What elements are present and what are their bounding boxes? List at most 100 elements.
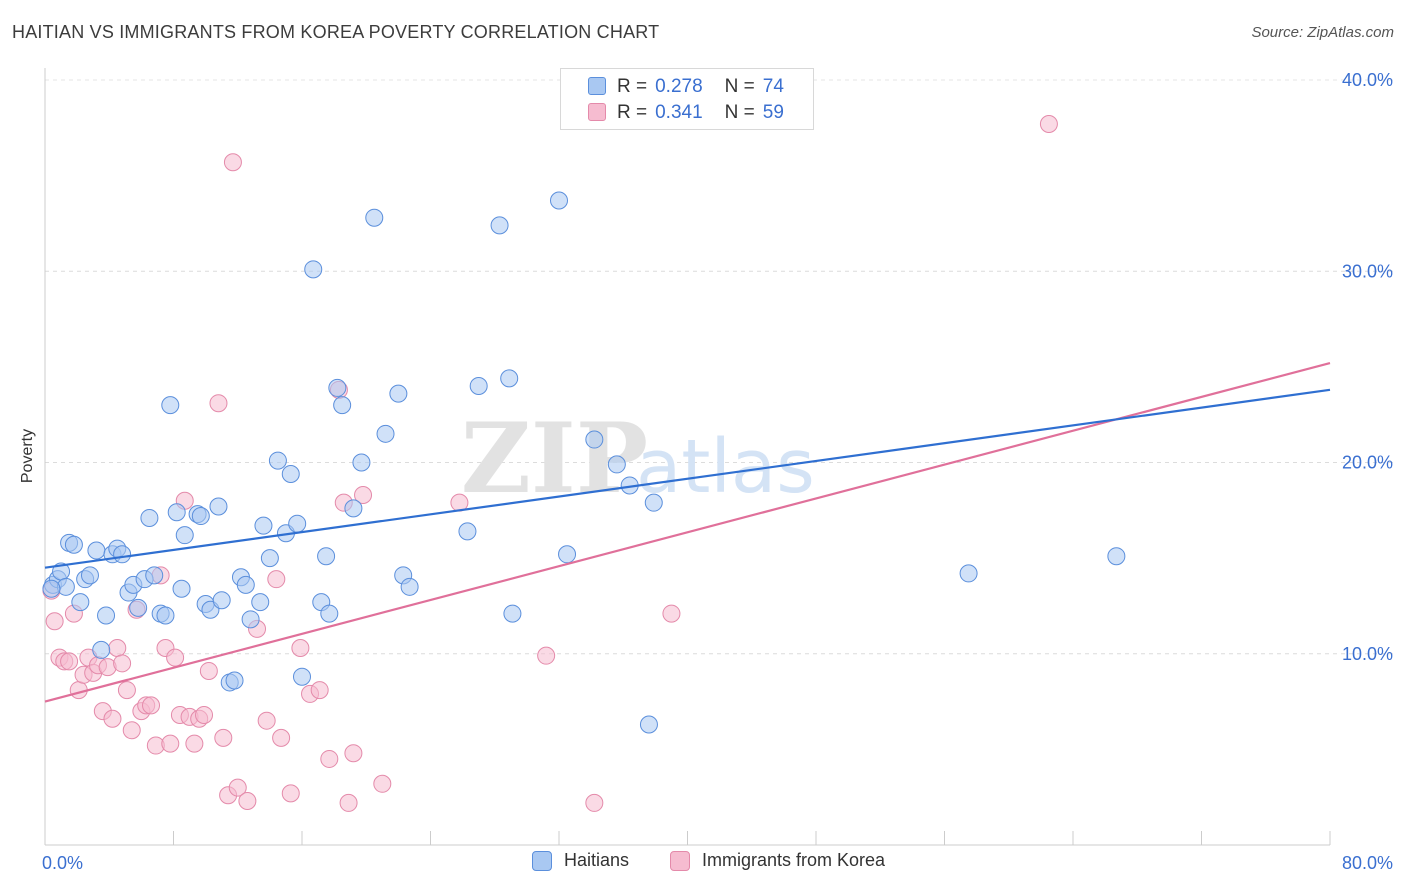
data-point-haitians xyxy=(585,430,604,449)
data-point-haitians xyxy=(500,369,519,388)
legend-n-value: 74 xyxy=(762,76,784,97)
legend-r-value: 0.341 xyxy=(655,102,703,123)
data-point-haitians xyxy=(254,516,273,535)
data-point-haitians xyxy=(129,598,148,617)
legend-item-haitians: Haitians xyxy=(532,850,629,871)
legend-r-value: 0.278 xyxy=(655,76,703,97)
axes xyxy=(44,68,1331,846)
legend-n-label: N = xyxy=(724,76,755,97)
data-point-haitians xyxy=(64,535,83,554)
data-point-haitians xyxy=(241,610,260,629)
data-point-haitians xyxy=(469,377,488,395)
data-point-korea xyxy=(185,734,204,753)
data-point-korea xyxy=(281,784,300,803)
x-tick-label: 80.0% xyxy=(1342,853,1393,873)
legend-item-korea: Immigrants from Korea xyxy=(670,850,885,871)
data-point-korea xyxy=(537,646,556,665)
legend-r-label: R = xyxy=(617,76,648,97)
data-point-korea xyxy=(291,639,310,658)
data-point-haitians xyxy=(365,208,384,227)
data-point-korea xyxy=(223,153,242,172)
y-tick-label: 40.0% xyxy=(1342,70,1393,90)
data-point-korea xyxy=(108,639,127,658)
data-point-korea xyxy=(103,709,122,728)
data-point-haitians xyxy=(175,526,194,545)
data-point-haitians xyxy=(317,547,336,566)
data-point-korea xyxy=(1039,114,1058,133)
data-point-haitians xyxy=(113,545,132,564)
data-point-haitians xyxy=(236,575,255,594)
data-point-haitians xyxy=(92,640,111,659)
grid-lines xyxy=(45,79,1395,655)
data-point-haitians xyxy=(251,593,270,612)
legend-r-label: R = xyxy=(617,102,648,123)
legend-swatch-haitians xyxy=(588,77,606,95)
legend-label-korea: Immigrants from Korea xyxy=(702,850,886,870)
data-point-haitians xyxy=(550,191,568,210)
data-point-haitians xyxy=(191,507,210,526)
legend-row-korea: R = 0.341 N = 59 xyxy=(588,101,784,125)
data-point-korea xyxy=(662,604,681,623)
data-point-korea xyxy=(45,612,64,631)
legend-stats: R = 0.278 N = 74 R = 0.341 N = 59 xyxy=(560,68,814,130)
data-point-korea xyxy=(214,728,233,747)
legend-n-label: N = xyxy=(724,102,755,123)
data-point-haitians xyxy=(959,564,978,583)
data-point-haitians xyxy=(281,464,300,483)
data-point-korea xyxy=(339,793,358,812)
data-point-haitians xyxy=(209,497,228,516)
data-point-korea xyxy=(199,661,218,680)
data-point-haitians xyxy=(97,606,116,625)
data-point-korea xyxy=(113,654,132,673)
y-tick-label: 10.0% xyxy=(1342,644,1393,664)
trend-line-korea xyxy=(44,361,1331,703)
data-point-haitians xyxy=(156,606,175,625)
data-point-haitians xyxy=(42,579,61,598)
trend-line-haitians xyxy=(44,388,1331,569)
y-tick-label: 30.0% xyxy=(1342,261,1393,281)
legend-label-haitians: Haitians xyxy=(564,850,630,870)
data-point-korea xyxy=(354,486,373,505)
data-point-korea xyxy=(310,681,329,700)
tick-labels: 10.0% 20.0% 30.0% 40.0% 0.0% 80.0% xyxy=(42,70,1393,873)
data-point-haitians xyxy=(145,566,164,585)
data-point-haitians xyxy=(1107,547,1126,566)
data-point-haitians xyxy=(328,378,347,397)
data-point-haitians xyxy=(225,671,244,690)
data-point-korea xyxy=(585,793,604,812)
data-point-haitians xyxy=(389,384,408,403)
data-point-korea xyxy=(257,711,276,730)
data-point-haitians xyxy=(161,396,180,415)
data-point-haitians xyxy=(639,715,658,734)
data-point-haitians xyxy=(140,508,159,527)
legend-n-value: 59 xyxy=(762,102,784,123)
data-point-haitians xyxy=(644,493,663,512)
data-point-korea xyxy=(373,774,392,793)
data-point-korea xyxy=(60,652,79,671)
y-tick-label: 20.0% xyxy=(1342,453,1393,473)
data-point-haitians xyxy=(71,593,90,612)
data-point-haitians xyxy=(458,522,477,541)
data-point-haitians xyxy=(167,503,186,522)
data-point-haitians xyxy=(288,514,307,533)
data-point-haitians xyxy=(607,455,626,474)
watermark-atlas: atlas xyxy=(636,424,815,510)
data-point-korea xyxy=(272,728,291,747)
data-point-haitians xyxy=(333,396,352,415)
data-point-haitians xyxy=(260,549,279,568)
data-point-haitians xyxy=(400,577,419,596)
chart-title: HAITIAN VS IMMIGRANTS FROM KOREA POVERTY… xyxy=(12,22,660,42)
data-point-haitians xyxy=(212,591,231,610)
data-point-haitians xyxy=(80,566,99,585)
data-point-haitians xyxy=(490,216,509,235)
legend-row-haitians: R = 0.278 N = 74 xyxy=(588,75,784,99)
x-tick-label: 0.0% xyxy=(42,853,83,873)
data-point-korea xyxy=(166,648,185,667)
data-point-korea xyxy=(320,749,339,768)
data-point-korea xyxy=(209,394,228,413)
data-point-korea xyxy=(117,681,136,700)
data-point-korea xyxy=(344,744,363,763)
data-point-haitians xyxy=(172,579,191,598)
legend-swatch-haitians xyxy=(532,850,552,871)
